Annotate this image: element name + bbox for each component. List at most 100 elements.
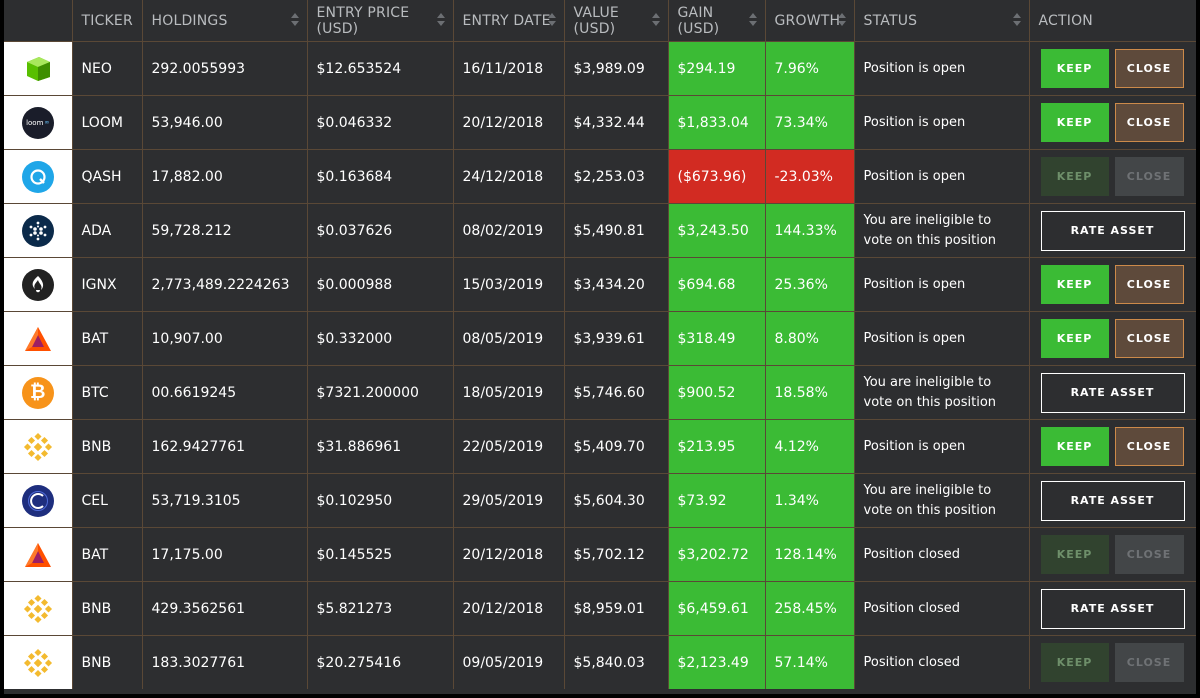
growth-cell: 144.33% <box>765 203 855 258</box>
value-cell: $2,253.03 <box>564 149 669 204</box>
value-cell: $3,434.20 <box>564 257 669 312</box>
table-row: BAT 10,907.00 $0.332000 08/05/2019 $3,939.61… <box>4 311 1196 366</box>
keep-button[interactable]: KEEP <box>1040 319 1109 358</box>
keep-button[interactable]: KEEP <box>1040 265 1109 304</box>
bnb-logo-icon <box>4 635 73 689</box>
close-button[interactable]: CLOSE <box>1114 49 1184 88</box>
keep-button[interactable]: KEEP <box>1040 49 1109 88</box>
entry-price-cell: $31.886961 <box>307 419 454 474</box>
gain-cell: ($673.96) <box>668 149 766 204</box>
keep-button[interactable]: KEEP <box>1040 643 1109 682</box>
sort-arrows-icon[interactable] <box>547 13 556 27</box>
entry-price-cell: $0.145525 <box>307 527 454 582</box>
value-cell: $5,604.30 <box>564 473 669 528</box>
keep-button[interactable]: KEEP <box>1040 103 1109 142</box>
entry-price-cell: $0.000988 <box>307 257 454 312</box>
close-button[interactable]: CLOSE <box>1114 265 1184 304</box>
header-holdings[interactable]: HOLDINGS <box>142 0 308 42</box>
close-button[interactable]: CLOSE <box>1114 535 1184 574</box>
action-cell: KEEP CLOSE <box>1029 527 1196 582</box>
header-label: GROWTH <box>774 12 841 29</box>
ignx-logo-icon <box>4 257 73 312</box>
status-cell: Position closed <box>854 635 1030 689</box>
rate-asset-button[interactable]: RATE ASSET <box>1040 210 1185 251</box>
ada-logo-icon <box>4 203 73 258</box>
rate-asset-button[interactable]: RATE ASSET <box>1040 480 1185 521</box>
entry-date-cell: 08/05/2019 <box>453 311 565 366</box>
status-cell: Position is open <box>854 41 1030 96</box>
sort-arrows-icon[interactable] <box>436 13 445 27</box>
table-row: CEL 53,719.3105 $0.102950 29/05/2019 $5,604.… <box>4 473 1196 528</box>
value-cell: $5,490.81 <box>564 203 669 258</box>
entry-date-cell: 16/11/2018 <box>453 41 565 96</box>
entry-date-cell: 18/05/2019 <box>453 365 565 420</box>
close-button[interactable]: CLOSE <box>1114 157 1184 196</box>
close-button[interactable]: CLOSE <box>1114 319 1184 358</box>
keep-button[interactable]: KEEP <box>1040 427 1109 466</box>
loom-logo-text: loom <box>26 118 44 127</box>
growth-cell: 128.14% <box>765 527 855 582</box>
entry-price-cell: $12.653524 <box>307 41 454 96</box>
sort-arrows-icon[interactable] <box>651 13 660 27</box>
entry-date-cell: 15/03/2019 <box>453 257 565 312</box>
holdings-cell: 00.6619245 <box>142 365 308 420</box>
ticker-cell: QASH <box>72 149 143 204</box>
header-gain[interactable]: GAIN (USD) <box>668 0 766 42</box>
header-entry-date[interactable]: ENTRY DATE <box>453 0 565 42</box>
entry-price-cell: $7321.200000 <box>307 365 454 420</box>
close-button[interactable]: CLOSE <box>1114 427 1184 466</box>
action-cell: KEEP CLOSE <box>1029 635 1196 689</box>
gain-cell: $3,243.50 <box>668 203 766 258</box>
sort-arrows-icon[interactable] <box>837 13 846 27</box>
entry-date-cell: 08/02/2019 <box>453 203 565 258</box>
status-cell: Position is open <box>854 95 1030 150</box>
entry-price-cell: $0.037626 <box>307 203 454 258</box>
action-cell: KEEP CLOSE <box>1029 149 1196 204</box>
gain-cell: $6,459.61 <box>668 581 766 636</box>
rate-asset-button[interactable]: RATE ASSET <box>1040 588 1185 629</box>
growth-cell: 4.12% <box>765 419 855 474</box>
header-ticker[interactable]: TICKER <box>72 0 143 42</box>
value-cell: $5,409.70 <box>564 419 669 474</box>
table-header-row: TICKER HOLDINGS ENTRY PRICE (USD) ENTRY … <box>4 0 1196 42</box>
table-body: NEO 292.0055993 $12.653524 16/11/2018 $3,989… <box>4 41 1196 689</box>
bat-logo-icon <box>4 527 73 582</box>
value-cell: $5,702.12 <box>564 527 669 582</box>
bnb-logo-icon <box>4 581 73 636</box>
keep-button[interactable]: KEEP <box>1040 535 1109 574</box>
close-button[interactable]: CLOSE <box>1114 103 1184 142</box>
header-growth[interactable]: GROWTH <box>765 0 855 42</box>
action-cell: KEEP CLOSE <box>1029 419 1196 474</box>
header-label: VALUE (USD) <box>573 4 619 37</box>
sort-arrows-icon[interactable] <box>748 13 757 27</box>
sort-arrows-icon[interactable] <box>290 13 299 27</box>
action-cell: KEEP CLOSE <box>1029 311 1196 366</box>
bat-logo-icon <box>4 311 73 366</box>
sort-arrows-icon[interactable] <box>1012 13 1021 27</box>
keep-button[interactable]: KEEP <box>1040 157 1109 196</box>
header-value[interactable]: VALUE (USD) <box>564 0 669 42</box>
gain-cell: $3,202.72 <box>668 527 766 582</box>
rate-asset-button[interactable]: RATE ASSET <box>1040 372 1185 413</box>
gain-cell: $213.95 <box>668 419 766 474</box>
holdings-cell: 53,719.3105 <box>142 473 308 528</box>
growth-cell: 57.14% <box>765 635 855 689</box>
value-cell: $4,332.44 <box>564 95 669 150</box>
ticker-cell: BNB <box>72 419 143 474</box>
action-cell: KEEP CLOSE <box>1029 95 1196 150</box>
header-status[interactable]: STATUS <box>854 0 1030 42</box>
header-entry-price[interactable]: ENTRY PRICE (USD) <box>307 0 454 42</box>
holdings-cell: 10,907.00 <box>142 311 308 366</box>
header-label: GAIN (USD) <box>677 4 720 37</box>
status-cell: Position is open <box>854 419 1030 474</box>
header-label: ACTION <box>1038 12 1093 29</box>
status-cell: Position is open <box>854 311 1030 366</box>
entry-date-cell: 20/12/2018 <box>453 581 565 636</box>
holdings-cell: 2,773,489.2224263 <box>142 257 308 312</box>
entry-date-cell: 09/05/2019 <box>453 635 565 689</box>
table-row: NEO 292.0055993 $12.653524 16/11/2018 $3,989… <box>4 41 1196 96</box>
close-button[interactable]: CLOSE <box>1114 643 1184 682</box>
header-label: STATUS <box>863 12 918 29</box>
table-row: ₿ BTC 00.6619245 $7321.200000 18/05/2019 $5,7… <box>4 365 1196 420</box>
action-cell: RATE ASSET <box>1029 581 1196 636</box>
